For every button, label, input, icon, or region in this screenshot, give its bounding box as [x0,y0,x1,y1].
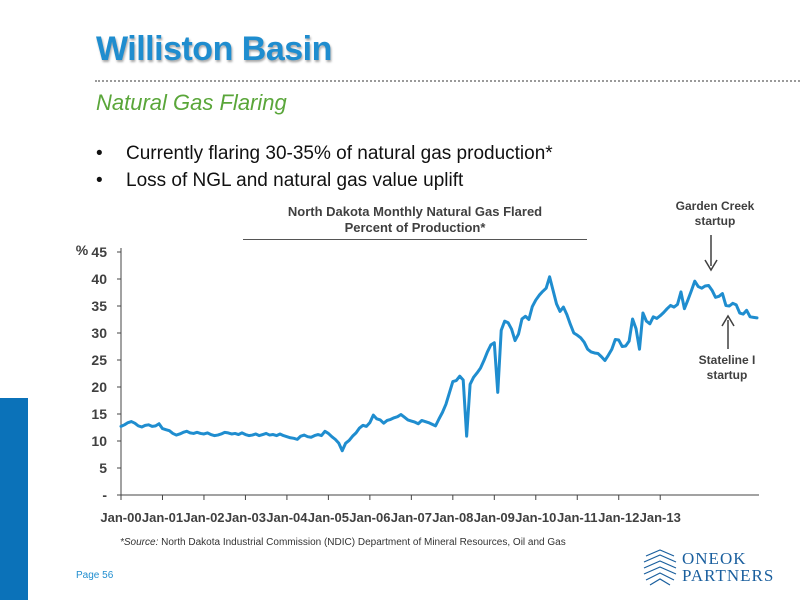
y-tick-label: 20 [91,379,107,395]
source-note: *Source: North Dakota Industrial Commiss… [120,537,566,548]
annotation-stateline: Stateline I startup [682,353,772,383]
logo-line2: PARTNERS [682,566,775,585]
x-tick-label: Jan-04 [266,510,308,525]
x-tick-label: Jan-01 [142,510,183,525]
x-tick-label: Jan-06 [349,510,390,525]
y-axis-ticks: - 5 10 15 20 25 30 35 40 45% [76,242,121,503]
y-tick-label: 45 [91,244,107,260]
annotation-text: Garden Creek [675,199,755,213]
garden-creek-arrowhead [704,259,718,272]
bullet-list: • Currently flaring 30-35% of natural ga… [96,140,553,194]
page-number: Page 56 [76,570,114,581]
logo-line1: ONEOK [682,549,747,568]
slide-title: Williston Basin [96,30,332,68]
oneok-logo-icon [643,549,677,586]
annotation-arrows [704,235,735,349]
y-tick-label: 40 [91,271,107,287]
y-tick-label: 25 [91,352,107,368]
y-tick-label: 5 [99,460,107,476]
x-tick-label: Jan-03 [225,510,266,525]
annotation-garden-creek: Garden Creek startup [670,199,760,229]
logo-wordmark: ONEOK PARTNERS [682,550,774,584]
chart-title: North Dakota Monthly Natural Gas Flared … [244,204,586,236]
annotation-text: startup [706,368,748,382]
chart-title-underline [243,239,587,240]
title-divider [95,80,800,82]
y-tick-label: 30 [91,325,107,341]
oneok-partners-logo: ONEOK PARTNERS [640,548,790,588]
bullet-text: Currently flaring 30-35% of natural gas … [126,142,553,164]
bullet-marker: • [96,142,103,164]
y-tick-label: 10 [91,433,107,449]
x-tick-label: Jan-11 [557,510,597,525]
x-tick-label: Jan-13 [640,510,681,525]
x-tick-label: Jan-08 [432,510,473,525]
y-tick-label: 15 [91,406,107,422]
chart-axes [120,248,759,496]
x-tick-label: Jan-09 [474,510,515,525]
bullet-item: • Loss of NGL and natural gas value upli… [96,167,553,194]
y-tick-label: 35 [91,298,107,314]
flared-percent-line [119,275,759,453]
y-tick-label: - [102,487,107,503]
series-group [119,275,759,453]
x-tick-label: Jan-02 [183,510,224,525]
source-prefix: *Source: [120,537,159,548]
stateline-arrowhead [721,314,735,327]
x-tick-label: Jan-12 [598,510,639,525]
source-text: North Dakota Industrial Commission (NDIC… [158,537,566,548]
bullet-marker: • [96,169,103,191]
x-tick-label: Jan-00 [100,510,141,525]
x-tick-label: Jan-07 [391,510,432,525]
x-axis-ticks: Jan-00 Jan-01 Jan-02 Jan-03 Jan-04 Jan-05 Jan-… [100,495,681,525]
x-tick-label: Jan-10 [515,510,556,525]
blue-sidebar-bar [0,398,28,600]
annotation-text: Stateline I [698,353,756,367]
annotation-text: startup [694,214,736,228]
slide-subtitle: Natural Gas Flaring [96,90,287,115]
chart-title-line2: Percent of Production* [344,220,486,235]
y-axis-label: % [76,242,89,258]
bullet-item: • Currently flaring 30-35% of natural ga… [96,140,553,167]
chart-title-line1: North Dakota Monthly Natural Gas Flared [287,204,543,219]
bullet-text: Loss of NGL and natural gas value uplift [126,169,464,191]
x-tick-label: Jan-05 [308,510,349,525]
